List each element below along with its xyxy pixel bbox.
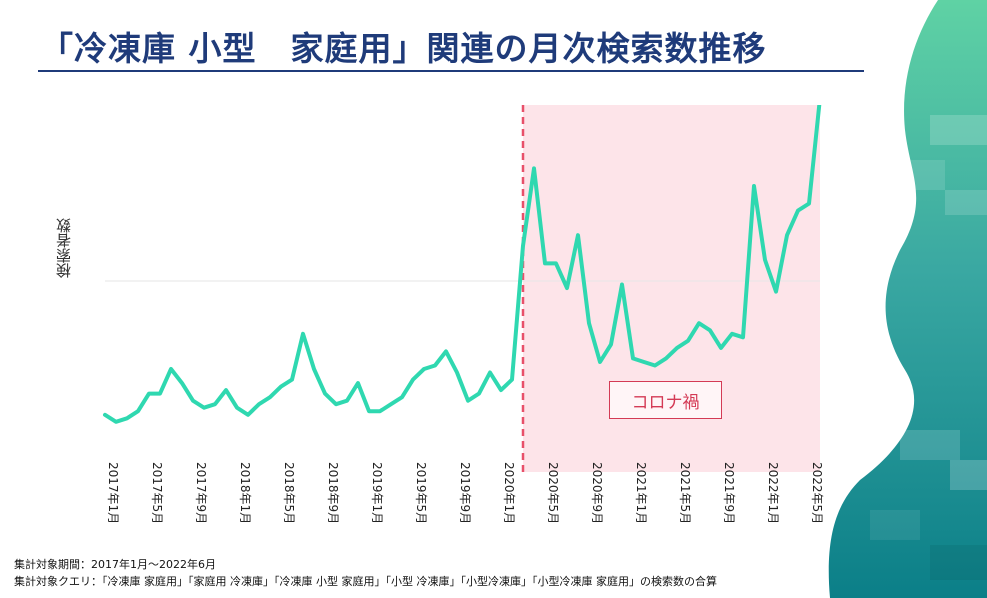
x-tick-label: 2022年5月 <box>810 462 824 524</box>
x-tick-label: 2021年5月 <box>678 462 692 524</box>
x-tick-label: 2019年9月 <box>458 462 472 524</box>
y-axis-label: 検索者数 <box>55 218 73 278</box>
x-tick-label: 2022年1月 <box>766 462 780 524</box>
x-tick-label: 2020年9月 <box>590 462 604 524</box>
x-tick-label: 2019年5月 <box>414 462 428 524</box>
x-tick-label: 2019年1月 <box>370 462 384 524</box>
x-tick-label: 2017年1月 <box>106 462 120 524</box>
x-tick-label: 2018年5月 <box>282 462 296 524</box>
series-line <box>103 105 822 424</box>
x-tick-label: 2017年9月 <box>194 462 208 524</box>
title-underline <box>38 70 864 72</box>
x-tick-label: 2018年1月 <box>238 462 252 524</box>
covid-annotation: コロナ禍 <box>609 381 722 419</box>
x-tick-label: 2021年1月 <box>634 462 648 524</box>
x-tick-label: 2020年5月 <box>546 462 560 524</box>
x-tick-label: 2021年9月 <box>722 462 736 524</box>
query-note: 集計対象クエリ：「冷凍庫 家庭用」「家庭用 冷凍庫」「冷凍庫 小型 家庭用」「小… <box>14 575 717 588</box>
x-tick-label: 2020年1月 <box>502 462 516 524</box>
page-title: 「冷凍庫 小型 家庭用」関連の月次検索数推移 <box>40 29 767 68</box>
period-note: 集計対象期間：2017年1月～2022年6月 <box>14 558 216 571</box>
x-tick-label: 2018年9月 <box>326 462 340 524</box>
x-tick-label: 2017年5月 <box>150 462 164 524</box>
